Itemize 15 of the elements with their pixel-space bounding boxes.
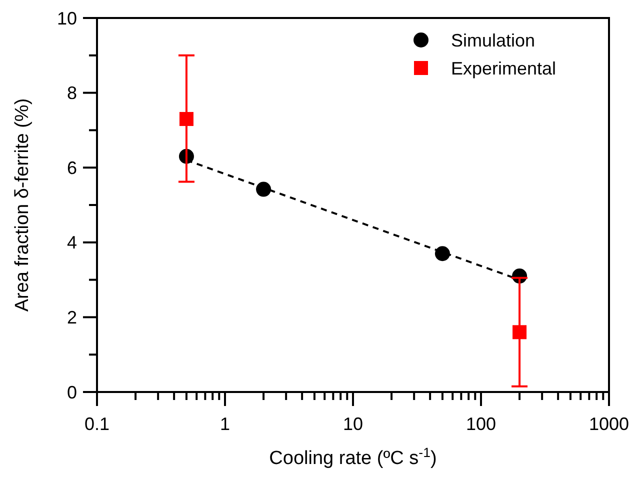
x-tick-label: 1000 (588, 414, 630, 434)
y-tick-label: 6 (66, 158, 77, 178)
legend-label: Simulation (451, 30, 536, 50)
legend-label: Experimental (451, 58, 556, 78)
y-tick-label: 10 (56, 8, 77, 28)
x-tick-label: 1 (220, 414, 230, 434)
x-tick-label: 10 (342, 414, 364, 434)
x-tick-label: 100 (466, 414, 496, 434)
x-axis-title: Cooling rate (ºC s$^{-1}$) (269, 444, 437, 469)
y-axis-title: Area fraction δ-ferrite (%) (12, 98, 33, 312)
y-tick-label: 2 (66, 308, 77, 328)
y-tick-label: 8 (66, 83, 77, 104)
y-tick-label: 4 (66, 232, 77, 253)
x-tick-label: 0.1 (84, 414, 110, 434)
y-tick-label: 0 (66, 382, 77, 402)
